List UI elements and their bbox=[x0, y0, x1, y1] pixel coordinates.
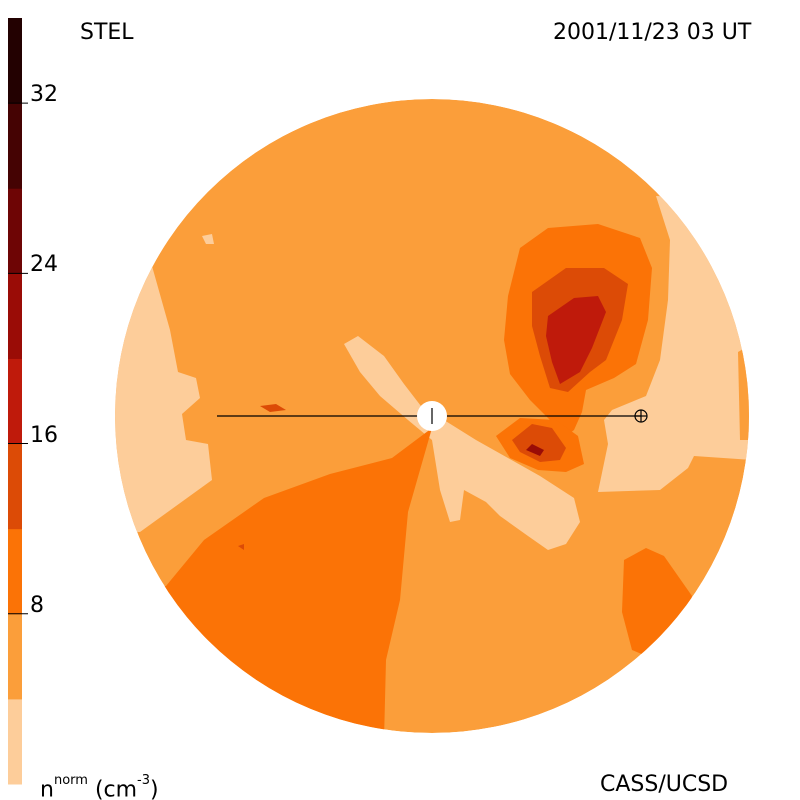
colorbar bbox=[8, 18, 28, 785]
density-blob-lower-core bbox=[526, 444, 544, 456]
colorbar-tick-label: 8 bbox=[30, 592, 44, 618]
colorbar-level-8 bbox=[8, 18, 22, 104]
unit-superscript: norm bbox=[53, 773, 88, 788]
timestamp-label: 2001/11/23 03 UT bbox=[553, 20, 752, 45]
colorbar-unit-label: nnorm (cm-3) bbox=[40, 773, 159, 800]
low-density-region-center bbox=[344, 336, 580, 550]
colorbar-tick-label: 24 bbox=[30, 252, 58, 278]
speck-lower-left bbox=[238, 544, 244, 550]
earth-icon bbox=[634, 409, 648, 423]
colorbar-tick-label: 32 bbox=[30, 82, 58, 108]
colorbar-level-3 bbox=[8, 443, 22, 530]
colorbar-tick-label: 16 bbox=[30, 422, 58, 448]
colorbar-level-1 bbox=[8, 613, 22, 700]
speck-left bbox=[260, 404, 286, 412]
colorbar-level-6 bbox=[8, 188, 22, 274]
colorbar-level-5 bbox=[8, 273, 22, 359]
colorbar-level-7 bbox=[8, 103, 22, 189]
credit-label: CASS/UCSD bbox=[600, 772, 729, 797]
unit-open: (cm bbox=[94, 777, 138, 800]
instrument-label: STEL bbox=[80, 20, 134, 45]
unit-exponent: -3 bbox=[137, 773, 151, 788]
density-blob-core bbox=[546, 296, 606, 384]
unit-symbol: n bbox=[40, 777, 54, 800]
medium-density-patch-right-edge bbox=[738, 344, 749, 440]
colorbar-level-4 bbox=[8, 358, 22, 445]
low-density-region-left bbox=[115, 260, 212, 532]
colorbar-level-2 bbox=[8, 528, 22, 615]
density-blob-lower-middle bbox=[512, 424, 566, 462]
speck-upper-left bbox=[202, 234, 214, 244]
unit-close: ) bbox=[150, 777, 159, 800]
colorbar-level-0 bbox=[8, 698, 22, 785]
